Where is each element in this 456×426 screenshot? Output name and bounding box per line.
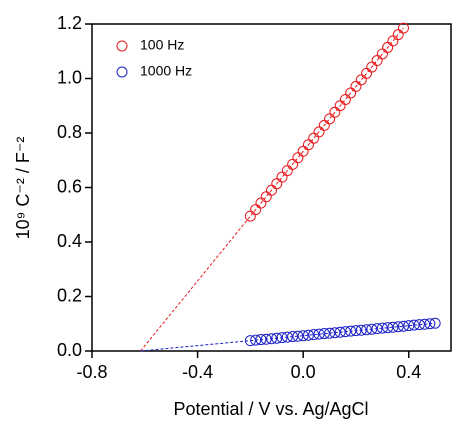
legend-marker: [116, 66, 128, 78]
fit-line: [140, 27, 404, 352]
data-point: [324, 113, 336, 125]
data-point: [361, 324, 373, 336]
data-point: [260, 191, 272, 203]
data-point: [266, 333, 277, 345]
data-point: [329, 327, 341, 339]
data-point: [413, 319, 425, 331]
data-point: [271, 332, 283, 344]
data-point: [376, 48, 388, 60]
data-point: [324, 327, 336, 339]
data-point: [260, 333, 272, 345]
data-point: [313, 328, 325, 340]
data-point: [292, 330, 304, 342]
y-axis-title: 10⁹ C⁻² / F⁻²: [13, 137, 33, 240]
data-point: [424, 318, 436, 330]
data-point: [392, 29, 404, 41]
x-tick-label: 0.4: [396, 362, 421, 382]
x-tick-label: 0.0: [291, 362, 316, 382]
data-point: [408, 319, 420, 331]
data-point: [334, 326, 346, 338]
y-tick-label: 0.2: [57, 285, 82, 305]
data-point: [339, 326, 351, 338]
data-point: [371, 55, 383, 67]
data-point: [255, 334, 267, 346]
data-point: [403, 320, 415, 332]
data-point: [419, 318, 431, 330]
data-point: [387, 321, 399, 333]
data-point: [308, 132, 320, 144]
data-point: [392, 321, 404, 333]
data-point: [244, 335, 256, 347]
data-point: [297, 330, 309, 342]
data-point: [382, 322, 394, 334]
x-tick-label: -0.8: [76, 362, 107, 382]
data-point: [308, 329, 320, 341]
data-point: [345, 325, 357, 337]
data-point: [281, 331, 293, 343]
data-point: [318, 328, 330, 340]
y-tick-label: 1.2: [57, 13, 82, 33]
data-point: [355, 324, 367, 336]
data-point: [355, 74, 367, 86]
data-point: [397, 22, 409, 34]
data-point: [276, 332, 288, 344]
legend-label: 100 Hz: [140, 37, 184, 53]
y-tick-label: 0.6: [57, 176, 82, 196]
data-point: [350, 325, 362, 337]
data-point: [292, 152, 304, 164]
y-tick-label: 1.0: [57, 67, 82, 87]
data-point: [397, 320, 409, 332]
data-point: [429, 317, 441, 329]
data-point: [302, 329, 314, 341]
data-point: [339, 93, 351, 105]
data-point: [371, 323, 383, 335]
data-point: [276, 171, 288, 183]
legend-marker: [116, 40, 128, 52]
data-point: [244, 210, 256, 222]
legend-label: 1000 Hz: [140, 63, 192, 79]
y-tick-label: 0.8: [57, 122, 82, 142]
data-point: [366, 323, 378, 335]
data-point: [250, 334, 262, 346]
y-tick-label: 0.4: [57, 231, 82, 251]
data-point: [376, 322, 388, 334]
x-tick-label: -0.4: [182, 362, 213, 382]
data-point: [387, 35, 399, 47]
x-axis-title: Potential / V vs. Ag/AgCl: [173, 399, 368, 419]
data-point: [287, 331, 299, 343]
y-tick-label: 0.0: [57, 340, 82, 360]
